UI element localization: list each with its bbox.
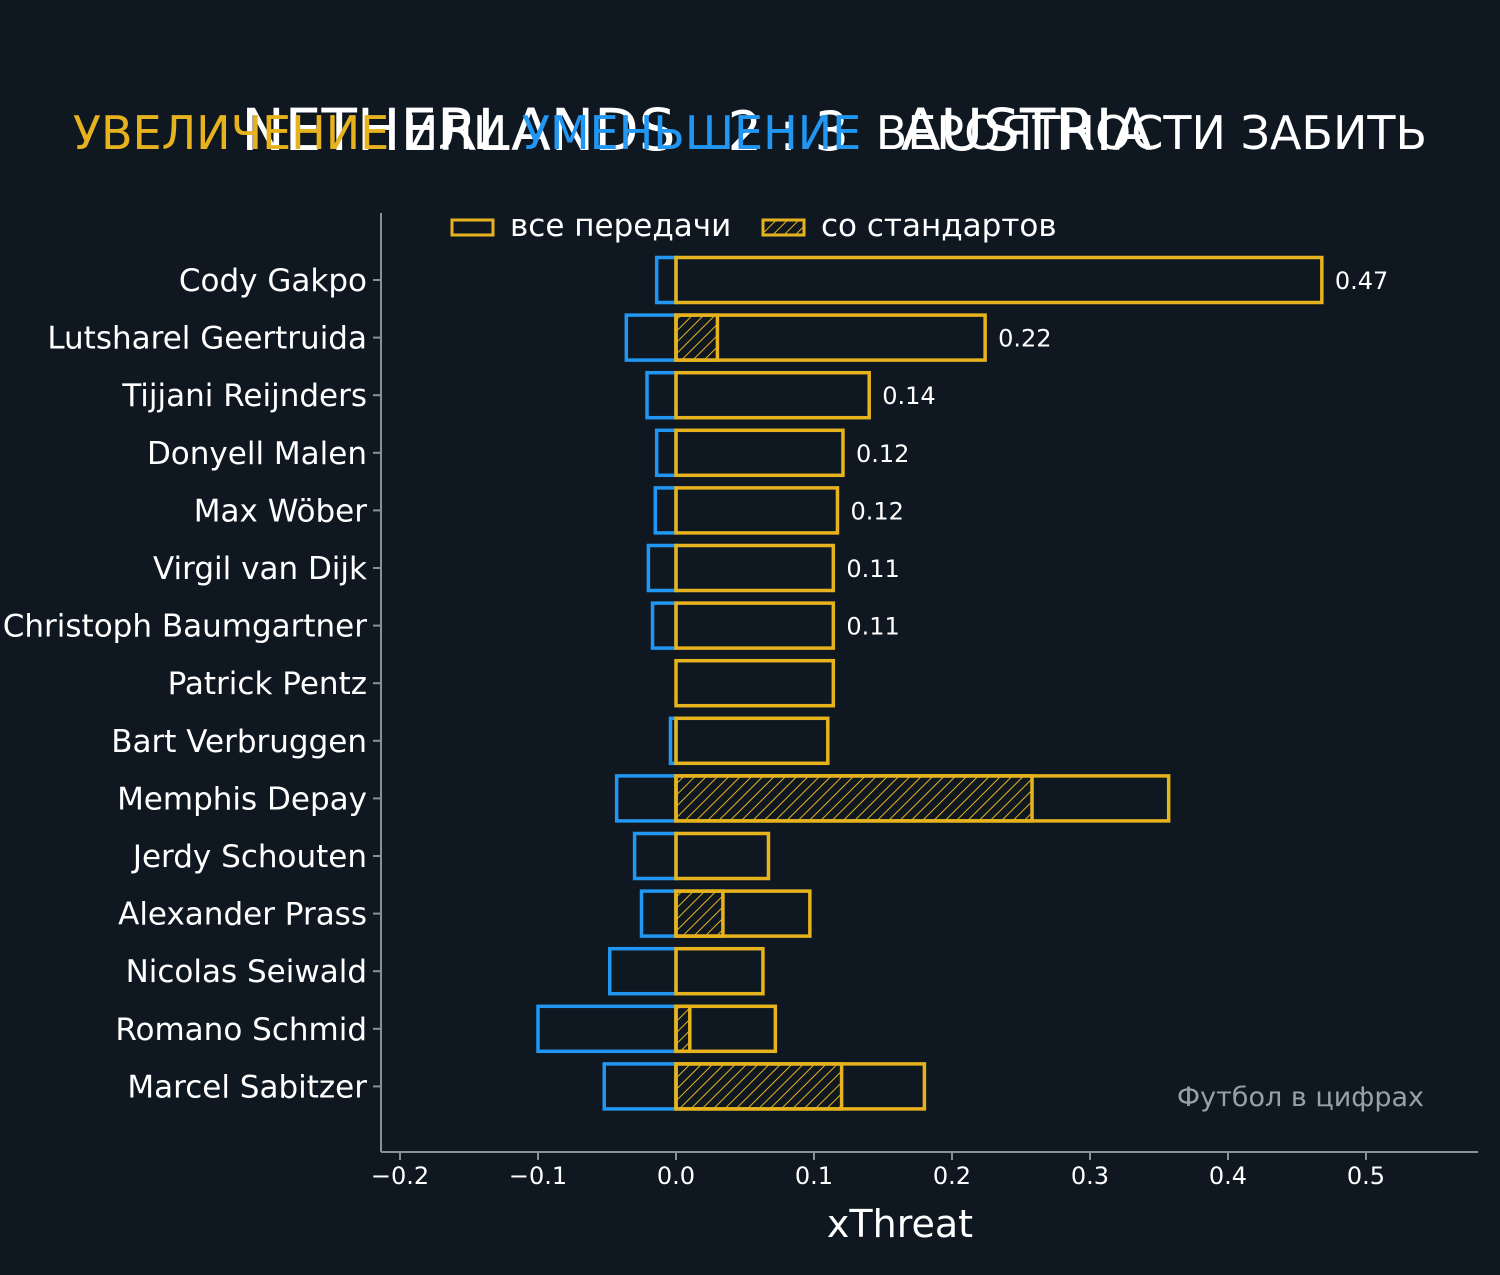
- bar-decrease: [608, 946, 678, 996]
- x-tick-label: 0.2: [933, 1162, 971, 1190]
- away-team: AUSTRIA: [900, 96, 1153, 164]
- bar-value-label: 0.12: [850, 497, 903, 525]
- chart-axes: [373, 213, 1478, 1160]
- chart-bars: [536, 255, 1324, 1111]
- y-tick-label: Lutsharel Geertruida: [47, 321, 367, 357]
- bar-decrease: [614, 774, 678, 823]
- legend-swatch-hatched: [761, 218, 806, 237]
- bar-all-passes: [674, 486, 840, 535]
- y-tick-label: Christoph Baumgartner: [3, 609, 368, 645]
- legend-label-all-passes: все передачи: [510, 208, 731, 244]
- bar-value-label: 0.11: [846, 613, 899, 641]
- bar-all-passes: [674, 1062, 927, 1111]
- bar-set-pieces: [674, 774, 1034, 823]
- legend-label-set-pieces: со стандартов: [821, 208, 1057, 244]
- bar-decrease: [639, 889, 678, 938]
- bar-set-pieces: [674, 1004, 692, 1054]
- bar-set-pieces: [674, 889, 725, 938]
- data-labels: 0.47 0.22 0.14 0.12 0.12 0.11 0.11: [846, 267, 1388, 641]
- subtitle-decrease: УМЕНЬШЕНИЕ: [521, 106, 862, 160]
- bar-all-passes: [674, 889, 812, 938]
- y-tick-label: Romano Schmid: [115, 1012, 367, 1048]
- bar-decrease: [654, 428, 678, 478]
- bar-all-passes: [674, 946, 765, 996]
- y-axis-labels: Cody Gakpo Lutsharel Geertruida Tijjani Re…: [3, 263, 368, 1105]
- match-title: NETHERLANDS 2 : 3 AUSTRIA: [0, 28, 1320, 232]
- x-axis-title: xThreat: [827, 1202, 973, 1246]
- bar-decrease: [632, 831, 678, 881]
- bar-decrease: [645, 370, 678, 420]
- y-tick-label: Jerdy Schouten: [131, 839, 367, 875]
- bar-value-label: 0.14: [882, 382, 935, 410]
- bar-decrease: [624, 313, 678, 362]
- x-tick-label: 0.0: [657, 1162, 695, 1190]
- bar-value-label: 0.12: [856, 440, 909, 468]
- bar-set-pieces: [674, 313, 720, 362]
- y-tick-label: Nicolas Seiwald: [126, 954, 367, 990]
- x-tick-label: 0.5: [1347, 1162, 1385, 1190]
- y-tick-label: Bart Verbruggen: [111, 724, 367, 760]
- watermark-text: Футбол в цифрах: [1177, 1082, 1424, 1113]
- chart-header: NETHERLANDS 2 : 3 AUSTRIA УВЕЛИЧЕНИЕ ИЛИ У…: [0, 0, 1500, 200]
- x-tick-label: −0.1: [509, 1162, 567, 1190]
- x-tick-label: 0.4: [1209, 1162, 1247, 1190]
- x-tick-label: 0.3: [1071, 1162, 1109, 1190]
- y-tick-label: Cody Gakpo: [179, 263, 367, 299]
- y-tick-label: Patrick Pentz: [168, 666, 367, 702]
- subtitle-increase: УВЕЛИЧЕНИЕ: [72, 106, 390, 160]
- y-tick-label: Virgil van Dijk: [153, 551, 367, 587]
- bar-all-passes: [674, 370, 871, 420]
- y-tick-label: Alexander Prass: [118, 897, 367, 933]
- bar-decrease: [602, 1062, 678, 1111]
- bar-decrease: [536, 1004, 678, 1054]
- match-score: 2 : 3: [727, 100, 849, 163]
- bar-all-passes: [674, 831, 771, 881]
- bar-decrease: [646, 543, 678, 593]
- legend-swatch-outline: [450, 218, 495, 237]
- y-tick-label: Donyell Malen: [147, 436, 367, 472]
- bar-set-pieces: [674, 1062, 844, 1111]
- bar-all-passes: [674, 428, 845, 478]
- y-tick-label: Memphis Depay: [117, 781, 367, 817]
- y-tick-label: Max Wöber: [194, 493, 367, 529]
- y-tick-label: Tijjani Reijnders: [121, 378, 367, 414]
- subtitle-or: ИЛИ: [403, 106, 508, 160]
- chart-subtitle: УВЕЛИЧЕНИЕ ИЛИ УМЕНЬШЕНИЕ ВЕРОЯТНОСТИ ЗА…: [0, 106, 1500, 160]
- home-team: NETHERLANDS: [241, 96, 676, 164]
- bar-all-passes: [674, 255, 1324, 305]
- bar-all-passes: [674, 774, 1171, 823]
- x-tick-label: −0.2: [371, 1162, 429, 1190]
- bar-all-passes: [674, 601, 836, 650]
- bar-all-passes: [674, 658, 836, 708]
- bar-decrease: [650, 601, 678, 650]
- bar-value-label: 0.47: [1335, 267, 1388, 295]
- bar-all-passes: [674, 716, 830, 766]
- bar-decrease: [653, 486, 678, 535]
- bar-all-passes: [674, 543, 836, 593]
- x-tick-label: 0.1: [795, 1162, 833, 1190]
- bar-decrease: [654, 255, 678, 305]
- bar-value-label: 0.11: [846, 555, 899, 583]
- x-axis-labels: −0.2 −0.1 0.0 0.1 0.2 0.3 0.4 0.5: [371, 1162, 1385, 1190]
- y-tick-label: Marcel Sabitzer: [127, 1069, 367, 1105]
- subtitle-rest: ВЕРОЯТНОСТИ ЗАБИТЬ: [875, 106, 1428, 160]
- chart-legend: все передачи со стандартов: [450, 208, 1057, 244]
- bar-value-label: 0.22: [998, 325, 1051, 353]
- bar-all-passes: [674, 313, 987, 362]
- bar-all-passes: [674, 1004, 778, 1054]
